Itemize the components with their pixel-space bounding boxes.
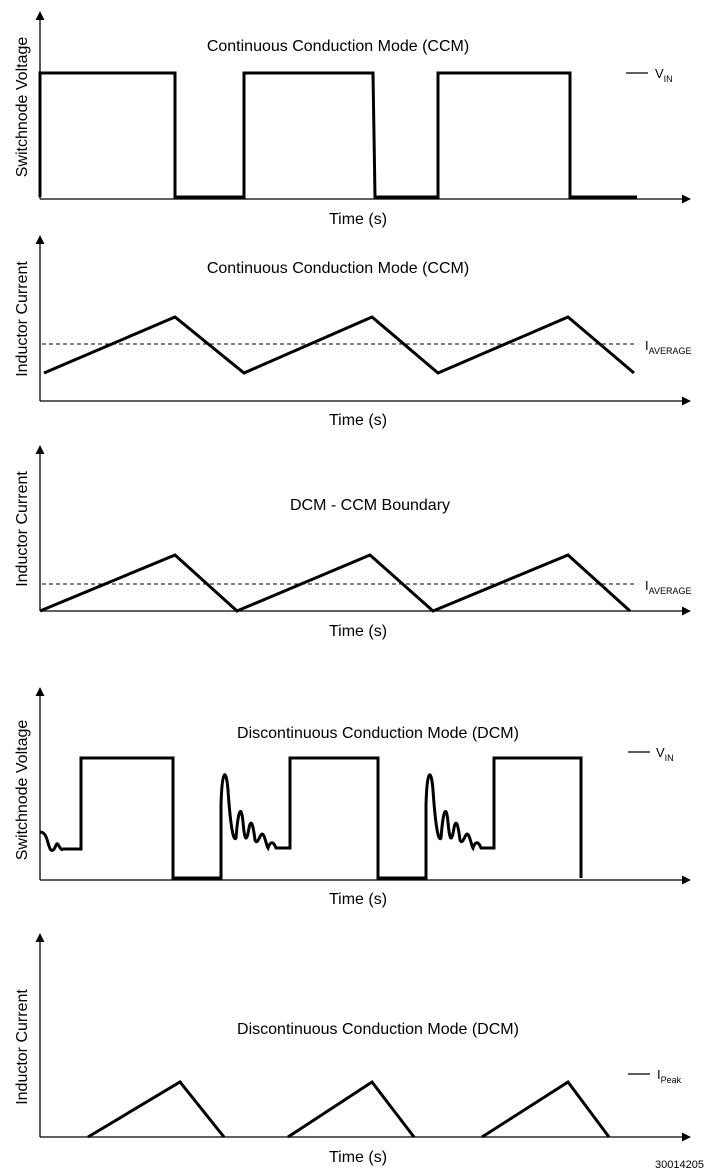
x-axis-label: Time (s) xyxy=(329,211,387,228)
panel-title: Discontinuous Conduction Mode (DCM) xyxy=(237,725,519,742)
vin-marker-label: VIN xyxy=(655,66,673,84)
x-axis-label: Time (s) xyxy=(329,623,387,640)
switchnode-voltage-trace xyxy=(38,71,637,199)
x-axis-label: Time (s) xyxy=(329,1149,387,1166)
inductor-current-trace-1 xyxy=(87,1080,226,1139)
switchnode-voltage-trace xyxy=(39,756,583,880)
panel-boundary-current: Inductor Current DCM - CCM Boundary Time… xyxy=(14,445,691,640)
figure-id: 30014205 xyxy=(655,1159,704,1171)
inductor-current-trace xyxy=(39,553,632,613)
panel-title: DCM - CCM Boundary xyxy=(290,497,450,514)
x-axis-label: Time (s) xyxy=(329,891,387,908)
panel-ccm-voltage: Switchnode Voltage Continuous Conduction… xyxy=(14,11,691,228)
panel-title: Continuous Conduction Mode (CCM) xyxy=(207,38,469,55)
panel-dcm-current: Inductor Current Discontinuous Conductio… xyxy=(14,933,691,1166)
inductor-current-trace xyxy=(43,315,635,375)
y-axis-label: Switchnode Voltage xyxy=(14,720,31,861)
inductor-current-trace-2 xyxy=(287,1079,416,1139)
y-axis-label: Inductor Current xyxy=(14,261,31,377)
x-axis-label: Time (s) xyxy=(329,412,387,429)
y-axis-label: Inductor Current xyxy=(14,471,31,587)
panel-ccm-current: Inductor Current Continuous Conduction M… xyxy=(14,235,691,429)
y-axis-label: Inductor Current xyxy=(14,989,31,1105)
panel-dcm-voltage: Switchnode Voltage Discontinuous Conduct… xyxy=(14,687,691,908)
panel-title: Continuous Conduction Mode (CCM) xyxy=(207,260,469,277)
ipeak-marker-label: IPeak xyxy=(657,1067,682,1085)
panel-title: Discontinuous Conduction Mode (DCM) xyxy=(237,1021,519,1038)
iaverage-marker-label: IAVERAGE xyxy=(645,578,691,596)
inductor-current-trace-3 xyxy=(481,1079,611,1139)
y-axis-label: Switchnode Voltage xyxy=(14,37,31,178)
vin-marker-label: VIN xyxy=(656,745,674,763)
iaverage-marker-label: IAVERAGE xyxy=(645,338,691,356)
